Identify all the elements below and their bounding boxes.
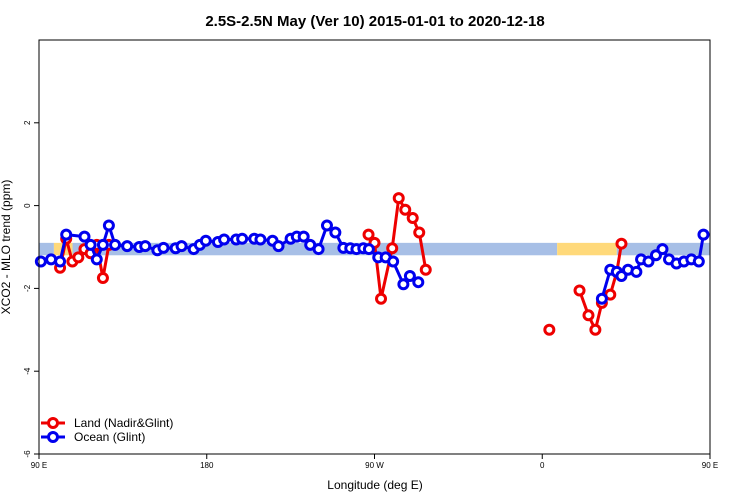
- ocean-data-point: [236, 232, 249, 245]
- y-tick-label: -4: [23, 367, 32, 375]
- ocean-data-point: [121, 240, 134, 253]
- ocean-data-point: [139, 240, 152, 253]
- x-axis: 90 E 180 90 W 0 90 E: [31, 454, 718, 470]
- ocean-data-point: [312, 243, 325, 256]
- y-tick-label: -2: [23, 284, 32, 292]
- ocean-data-point: [157, 241, 170, 254]
- land-data-point: [386, 242, 399, 255]
- land-data-point: [392, 192, 405, 205]
- ocean-data-point: [84, 238, 97, 251]
- ocean-data-point: [362, 243, 375, 256]
- land-data-point: [399, 203, 412, 216]
- land-data-point: [573, 284, 586, 297]
- ocean-data-point: [60, 228, 73, 241]
- ocean-data-point: [78, 230, 91, 243]
- x-tick-label: 180: [200, 461, 214, 470]
- ocean-data-point: [109, 238, 122, 251]
- series-layer: [34, 192, 710, 336]
- land-data-point: [72, 251, 85, 264]
- ocean-data-point: [656, 243, 669, 256]
- ocean-data-point: [697, 228, 710, 241]
- legend-ocean-marker: [47, 431, 59, 443]
- land-data-point: [96, 272, 109, 285]
- land-data-point: [406, 212, 419, 225]
- ocean-data-point: [175, 240, 188, 253]
- band-segment: [557, 242, 617, 256]
- ocean-data-point: [272, 240, 285, 253]
- x-tick-label: 90 E: [31, 461, 47, 470]
- ocean-data-point: [96, 238, 109, 251]
- ocean-data-point: [412, 276, 425, 289]
- ocean-data-point: [403, 269, 416, 282]
- ocean-data-point: [90, 253, 103, 266]
- land-data-point: [582, 309, 595, 322]
- legend-item-ocean: Ocean (Glint): [41, 430, 145, 444]
- ocean-data-point: [642, 255, 655, 268]
- y-tick-label: -6: [23, 450, 32, 458]
- land-data-point: [413, 226, 426, 239]
- land-data-point: [589, 323, 602, 336]
- y-axis-label: XCO2 - MLO trend (ppm): [0, 180, 13, 315]
- y-axis: -6 -4 -2 0 2: [23, 120, 39, 458]
- land-data-point: [362, 228, 375, 241]
- ocean-data-point: [199, 234, 212, 247]
- y-tick-label: 0: [23, 203, 32, 208]
- land-data-point: [615, 237, 628, 250]
- ocean-data-point: [218, 233, 231, 246]
- ocean-data-point: [34, 255, 47, 268]
- y-tick-label: 2: [23, 120, 32, 125]
- ocean-data-point: [54, 255, 67, 268]
- ocean-data-point: [297, 230, 310, 243]
- ocean-data-point: [329, 226, 342, 239]
- land-data-point: [375, 292, 388, 305]
- x-tick-label: 90 W: [365, 461, 384, 470]
- legend-land-label: Land (Nadir&Glint): [74, 416, 173, 430]
- band-segment: [39, 242, 54, 256]
- ocean-data-point: [254, 233, 267, 246]
- land-data-point: [419, 263, 432, 276]
- ocean-data-point: [397, 278, 410, 291]
- ocean-data-point: [320, 219, 333, 232]
- chart-title: 2.5S-2.5N May (Ver 10) 2015-01-01 to 202…: [205, 13, 544, 30]
- ocean-data-point: [595, 292, 608, 305]
- legend-ocean-label: Ocean (Glint): [74, 430, 145, 444]
- x-axis-label: Longitude (deg E): [327, 478, 422, 492]
- ocean-data-point: [692, 255, 705, 268]
- x-tick-label: 90 E: [702, 461, 718, 470]
- legend-item-land: Land (Nadir&Glint): [41, 416, 173, 430]
- legend: Land (Nadir&Glint) Ocean (Glint): [41, 416, 173, 444]
- ocean-data-point: [630, 265, 643, 278]
- x-tick-label: 0: [540, 461, 545, 470]
- land-data-point: [543, 323, 556, 336]
- ocean-data-point: [102, 219, 115, 232]
- legend-land-marker: [47, 417, 59, 429]
- ocean-data-point: [387, 255, 400, 268]
